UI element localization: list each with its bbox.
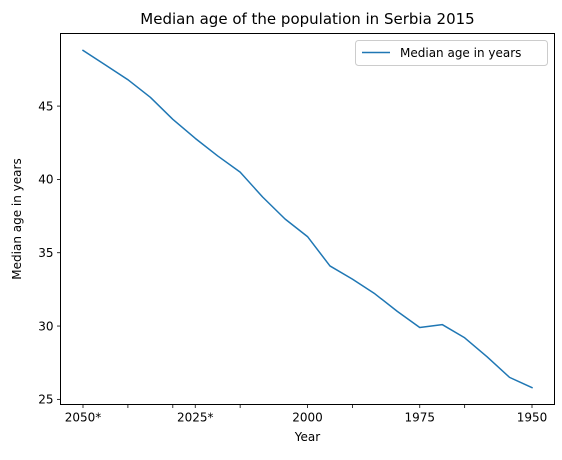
y-tick-label: 30 bbox=[38, 319, 53, 333]
x-tick-label: 1975 bbox=[404, 411, 435, 425]
y-axis-label: Median age in years bbox=[10, 158, 24, 279]
x-tick-label: 2050* bbox=[65, 411, 102, 425]
x-tick-label: 2025* bbox=[177, 411, 214, 425]
y-tick-label: 45 bbox=[38, 99, 53, 113]
x-tick-label: 1950 bbox=[517, 411, 548, 425]
chart-title: Median age of the population in Serbia 2… bbox=[140, 10, 474, 28]
y-tick-label: 40 bbox=[38, 173, 53, 187]
x-tick-label: 2000 bbox=[292, 411, 323, 425]
y-axis-ticks: 25 30 35 40 45 bbox=[38, 99, 60, 406]
legend: Median age in years bbox=[356, 41, 548, 66]
y-tick-label: 35 bbox=[38, 246, 53, 260]
x-axis-label: Year bbox=[294, 430, 320, 444]
x-axis-ticks: 2050* 2025* 2000 1975 1950 bbox=[65, 405, 548, 425]
plot-area bbox=[61, 34, 555, 405]
y-tick-label: 25 bbox=[38, 393, 53, 407]
legend-label: Median age in years bbox=[400, 46, 521, 60]
